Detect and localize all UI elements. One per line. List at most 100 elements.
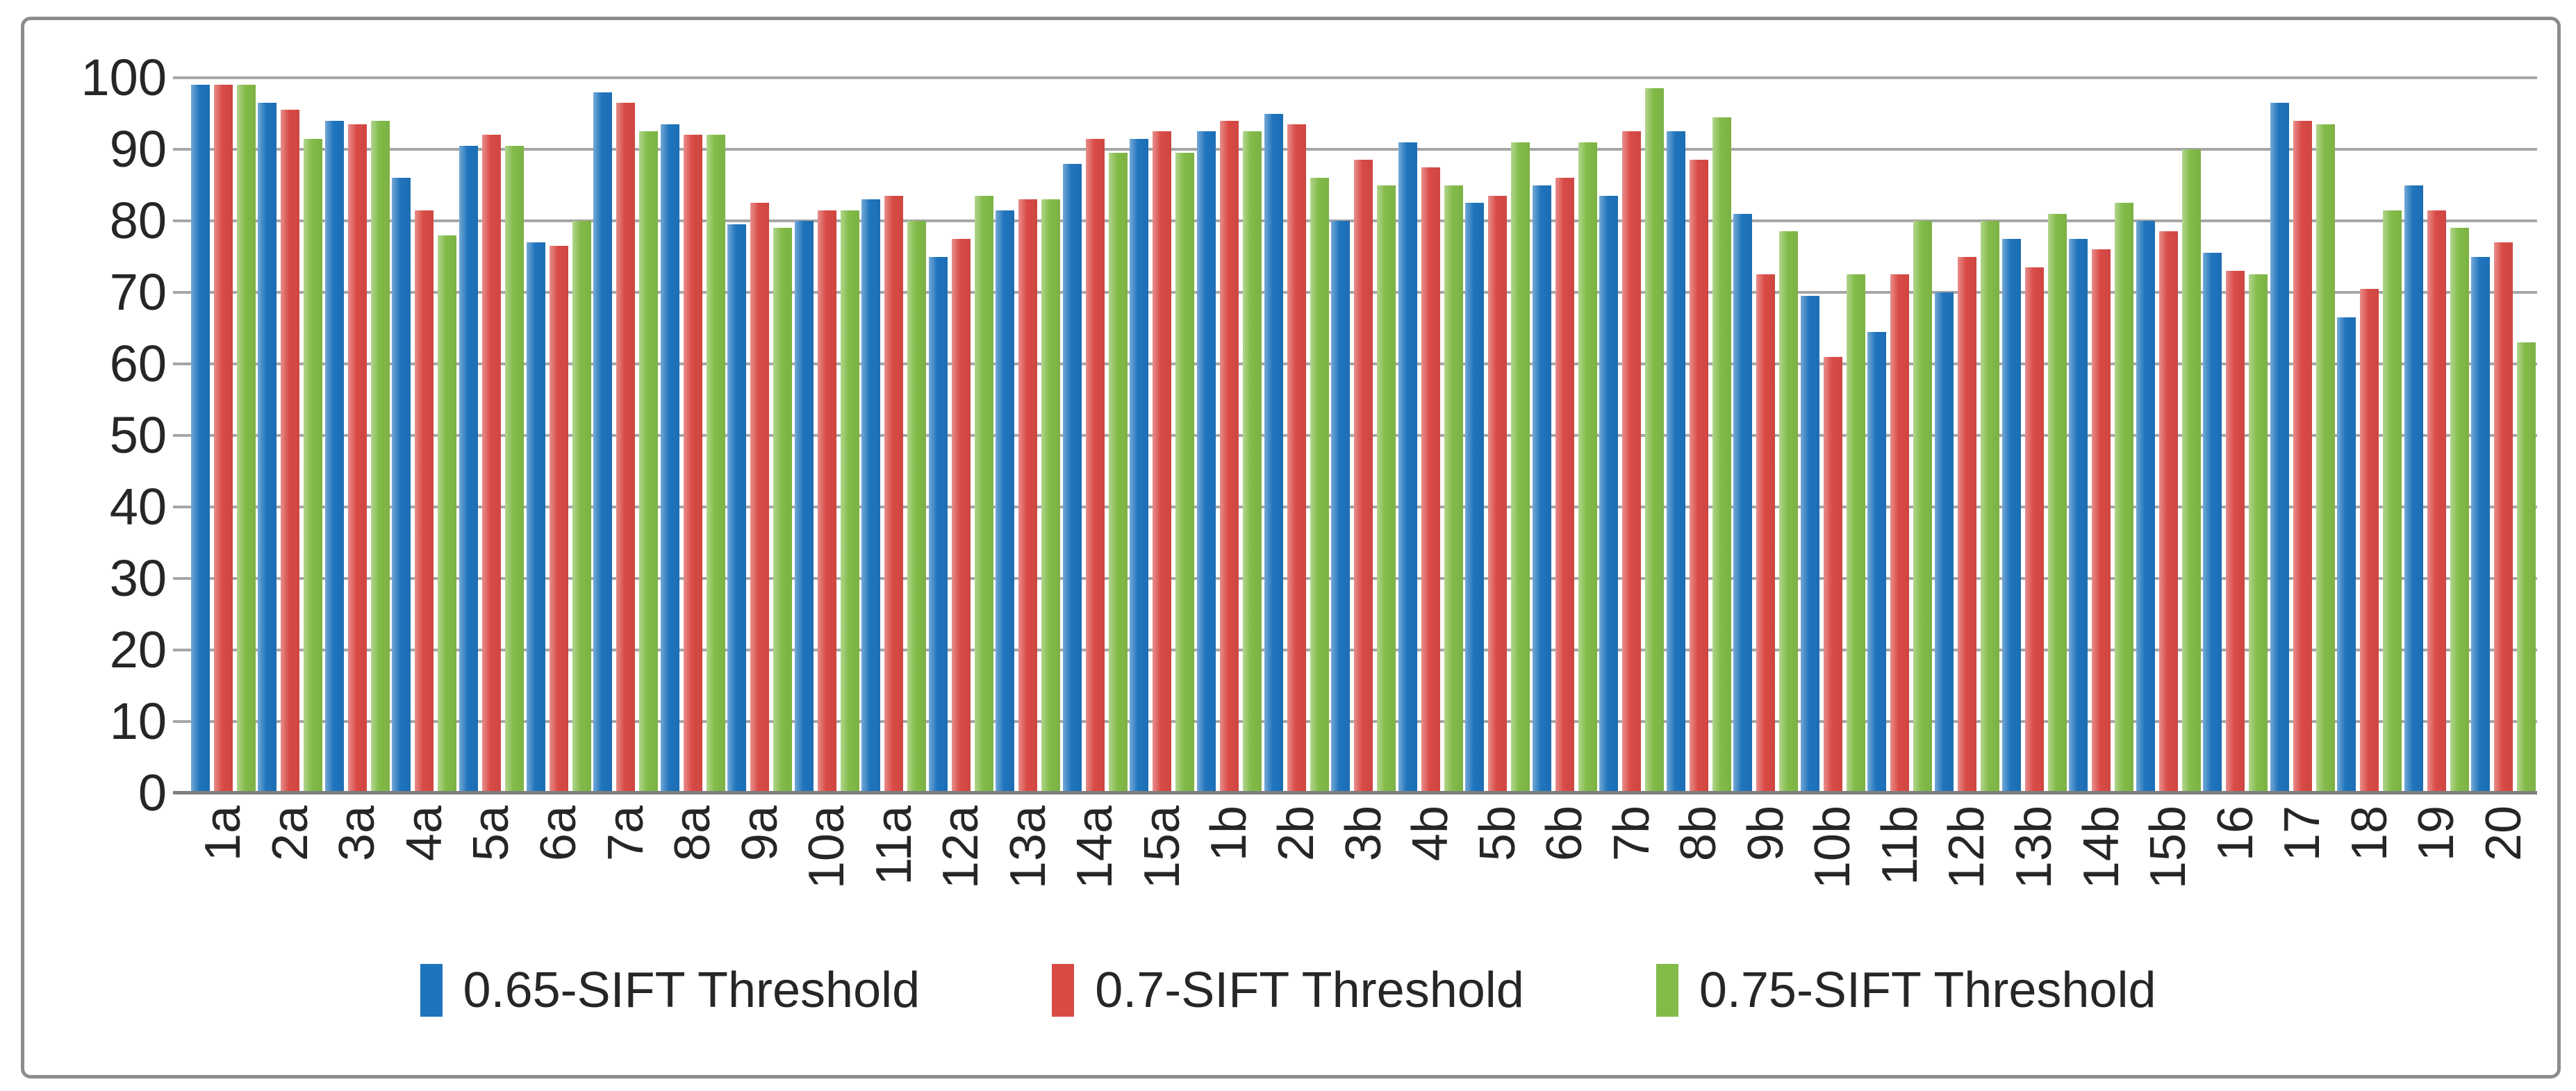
y-tick-label-80: 80 bbox=[109, 192, 167, 249]
bar-13a-0.75 bbox=[1041, 199, 1061, 793]
bar-5b-0.65 bbox=[1465, 203, 1485, 793]
x-tick-label-1a: 1a bbox=[195, 806, 251, 862]
y-tick-label-50: 50 bbox=[109, 406, 167, 464]
bar-series-container bbox=[190, 78, 2537, 793]
bar-15b-0.65 bbox=[2136, 221, 2155, 793]
x-tick-cell-3a: 3a bbox=[324, 806, 391, 889]
bar-1b-0.75 bbox=[1242, 131, 1262, 793]
bar-5a-0.7 bbox=[481, 135, 501, 793]
bar-13b-0.65 bbox=[2001, 238, 2021, 793]
bar-3a-0.75 bbox=[370, 120, 390, 793]
bar-group-7b bbox=[1598, 78, 1665, 793]
bar-8a-0.75 bbox=[706, 135, 725, 793]
bar-group-1a bbox=[190, 78, 257, 793]
x-tick-label-10a: 10a bbox=[799, 806, 855, 890]
bar-group-13a bbox=[995, 78, 1062, 793]
bar-11b-0.7 bbox=[1890, 274, 1910, 793]
x-tick-cell-9b: 9b bbox=[1733, 806, 1800, 889]
bar-group-5b bbox=[1464, 78, 1531, 793]
x-tick-label-19: 19 bbox=[2409, 806, 2465, 862]
bar-group-4a bbox=[391, 78, 459, 793]
x-tick-label-8a: 8a bbox=[665, 806, 721, 862]
bar-3b-0.75 bbox=[1377, 185, 1396, 793]
bar-5a-0.75 bbox=[504, 145, 524, 793]
bar-2a-0.75 bbox=[304, 138, 323, 793]
x-tick-cell-15b: 15b bbox=[2135, 806, 2202, 889]
x-tick-label-18: 18 bbox=[2341, 806, 2397, 862]
bar-1b-0.7 bbox=[1219, 120, 1239, 793]
x-tick-cell-1a: 1a bbox=[190, 806, 257, 889]
bar-7a-0.65 bbox=[593, 92, 613, 793]
bar-14a-0.75 bbox=[1108, 153, 1128, 793]
x-tick-label-3b: 3b bbox=[1335, 806, 1392, 862]
x-tick-cell-2b: 2b bbox=[1263, 806, 1330, 889]
bar-2a-0.7 bbox=[281, 110, 300, 793]
x-tick-cell-12a: 12a bbox=[927, 806, 995, 889]
bar-5b-0.75 bbox=[1511, 142, 1530, 793]
bar-group-9b bbox=[1733, 78, 1800, 793]
bar-7b-0.65 bbox=[1599, 195, 1619, 793]
x-tick-cell-6b: 6b bbox=[1531, 806, 1599, 889]
bar-4b-0.75 bbox=[1444, 185, 1463, 793]
y-tick-label-70: 70 bbox=[109, 263, 167, 321]
bar-9a-0.65 bbox=[727, 224, 747, 793]
bar-9b-0.7 bbox=[1756, 274, 1776, 793]
x-tick-cell-18: 18 bbox=[2336, 806, 2404, 889]
x-tick-cell-8a: 8a bbox=[659, 806, 727, 889]
bar-12b-0.7 bbox=[1957, 256, 1976, 793]
bar-15b-0.75 bbox=[2181, 149, 2201, 793]
bar-13b-0.75 bbox=[2047, 213, 2067, 793]
bar-6b-0.65 bbox=[1532, 185, 1551, 793]
x-tick-cell-9a: 9a bbox=[726, 806, 793, 889]
x-tick-label-20: 20 bbox=[2475, 806, 2532, 862]
x-tick-label-9b: 9b bbox=[1737, 806, 1794, 862]
bar-group-12a bbox=[927, 78, 995, 793]
bar-11a-0.75 bbox=[907, 221, 927, 793]
bar-group-8a bbox=[659, 78, 727, 793]
bar-group-8b bbox=[1665, 78, 1733, 793]
bar-17-0.75 bbox=[2315, 124, 2335, 793]
x-tick-label-13b: 13b bbox=[2006, 806, 2063, 890]
bar-group-15a bbox=[1129, 78, 1196, 793]
x-tick-label-11b: 11b bbox=[1872, 806, 1928, 885]
bar-4b-0.65 bbox=[1398, 142, 1417, 793]
bar-6a-0.75 bbox=[572, 221, 591, 793]
x-tick-label-11a: 11a bbox=[866, 806, 922, 885]
chart-legend: 0.65-SIFT Threshold 0.7-SIFT Threshold 0.7… bbox=[0, 963, 2576, 1018]
legend-item-0.75: 0.75-SIFT Threshold bbox=[1656, 963, 2156, 1018]
x-tick-cell-17: 17 bbox=[2269, 806, 2336, 889]
bar-group-4b bbox=[1397, 78, 1464, 793]
bar-13a-0.65 bbox=[996, 210, 1015, 793]
x-tick-label-5b: 5b bbox=[1469, 806, 1526, 862]
bar-group-7a bbox=[592, 78, 659, 793]
bar-19-0.65 bbox=[2404, 185, 2423, 793]
bar-9a-0.75 bbox=[773, 228, 793, 793]
bar-group-14a bbox=[1062, 78, 1129, 793]
bar-17-0.7 bbox=[2293, 120, 2312, 793]
bar-1a-0.75 bbox=[236, 85, 256, 793]
x-axis-line bbox=[173, 791, 2537, 794]
bar-18-0.7 bbox=[2360, 288, 2379, 793]
bar-group-5a bbox=[458, 78, 525, 793]
bar-9b-0.75 bbox=[1779, 231, 1799, 793]
bar-10b-0.65 bbox=[1800, 296, 1819, 793]
x-tick-label-12a: 12a bbox=[933, 806, 989, 890]
bar-15b-0.7 bbox=[2158, 231, 2178, 793]
legend-label: 0.7-SIFT Threshold bbox=[1095, 963, 1524, 1018]
bar-group-1b bbox=[1196, 78, 1263, 793]
bar-11a-0.65 bbox=[861, 199, 881, 793]
gridline-y-90 bbox=[173, 148, 2537, 151]
legend-swatch-icon bbox=[1052, 964, 1075, 1017]
bar-13b-0.7 bbox=[2024, 267, 2044, 793]
x-tick-label-6b: 6b bbox=[1537, 806, 1593, 862]
bar-20-0.65 bbox=[2471, 256, 2491, 793]
bar-3a-0.7 bbox=[347, 124, 367, 793]
x-tick-label-15b: 15b bbox=[2140, 806, 2197, 890]
bar-5b-0.7 bbox=[1488, 195, 1508, 793]
bar-17-0.65 bbox=[2270, 103, 2289, 793]
x-tick-label-9a: 9a bbox=[732, 806, 788, 862]
plot-area bbox=[173, 76, 2537, 794]
x-tick-cell-8b: 8b bbox=[1665, 806, 1733, 889]
x-tick-cell-12b: 12b bbox=[1933, 806, 2001, 889]
x-tick-label-7b: 7b bbox=[1603, 806, 1660, 862]
